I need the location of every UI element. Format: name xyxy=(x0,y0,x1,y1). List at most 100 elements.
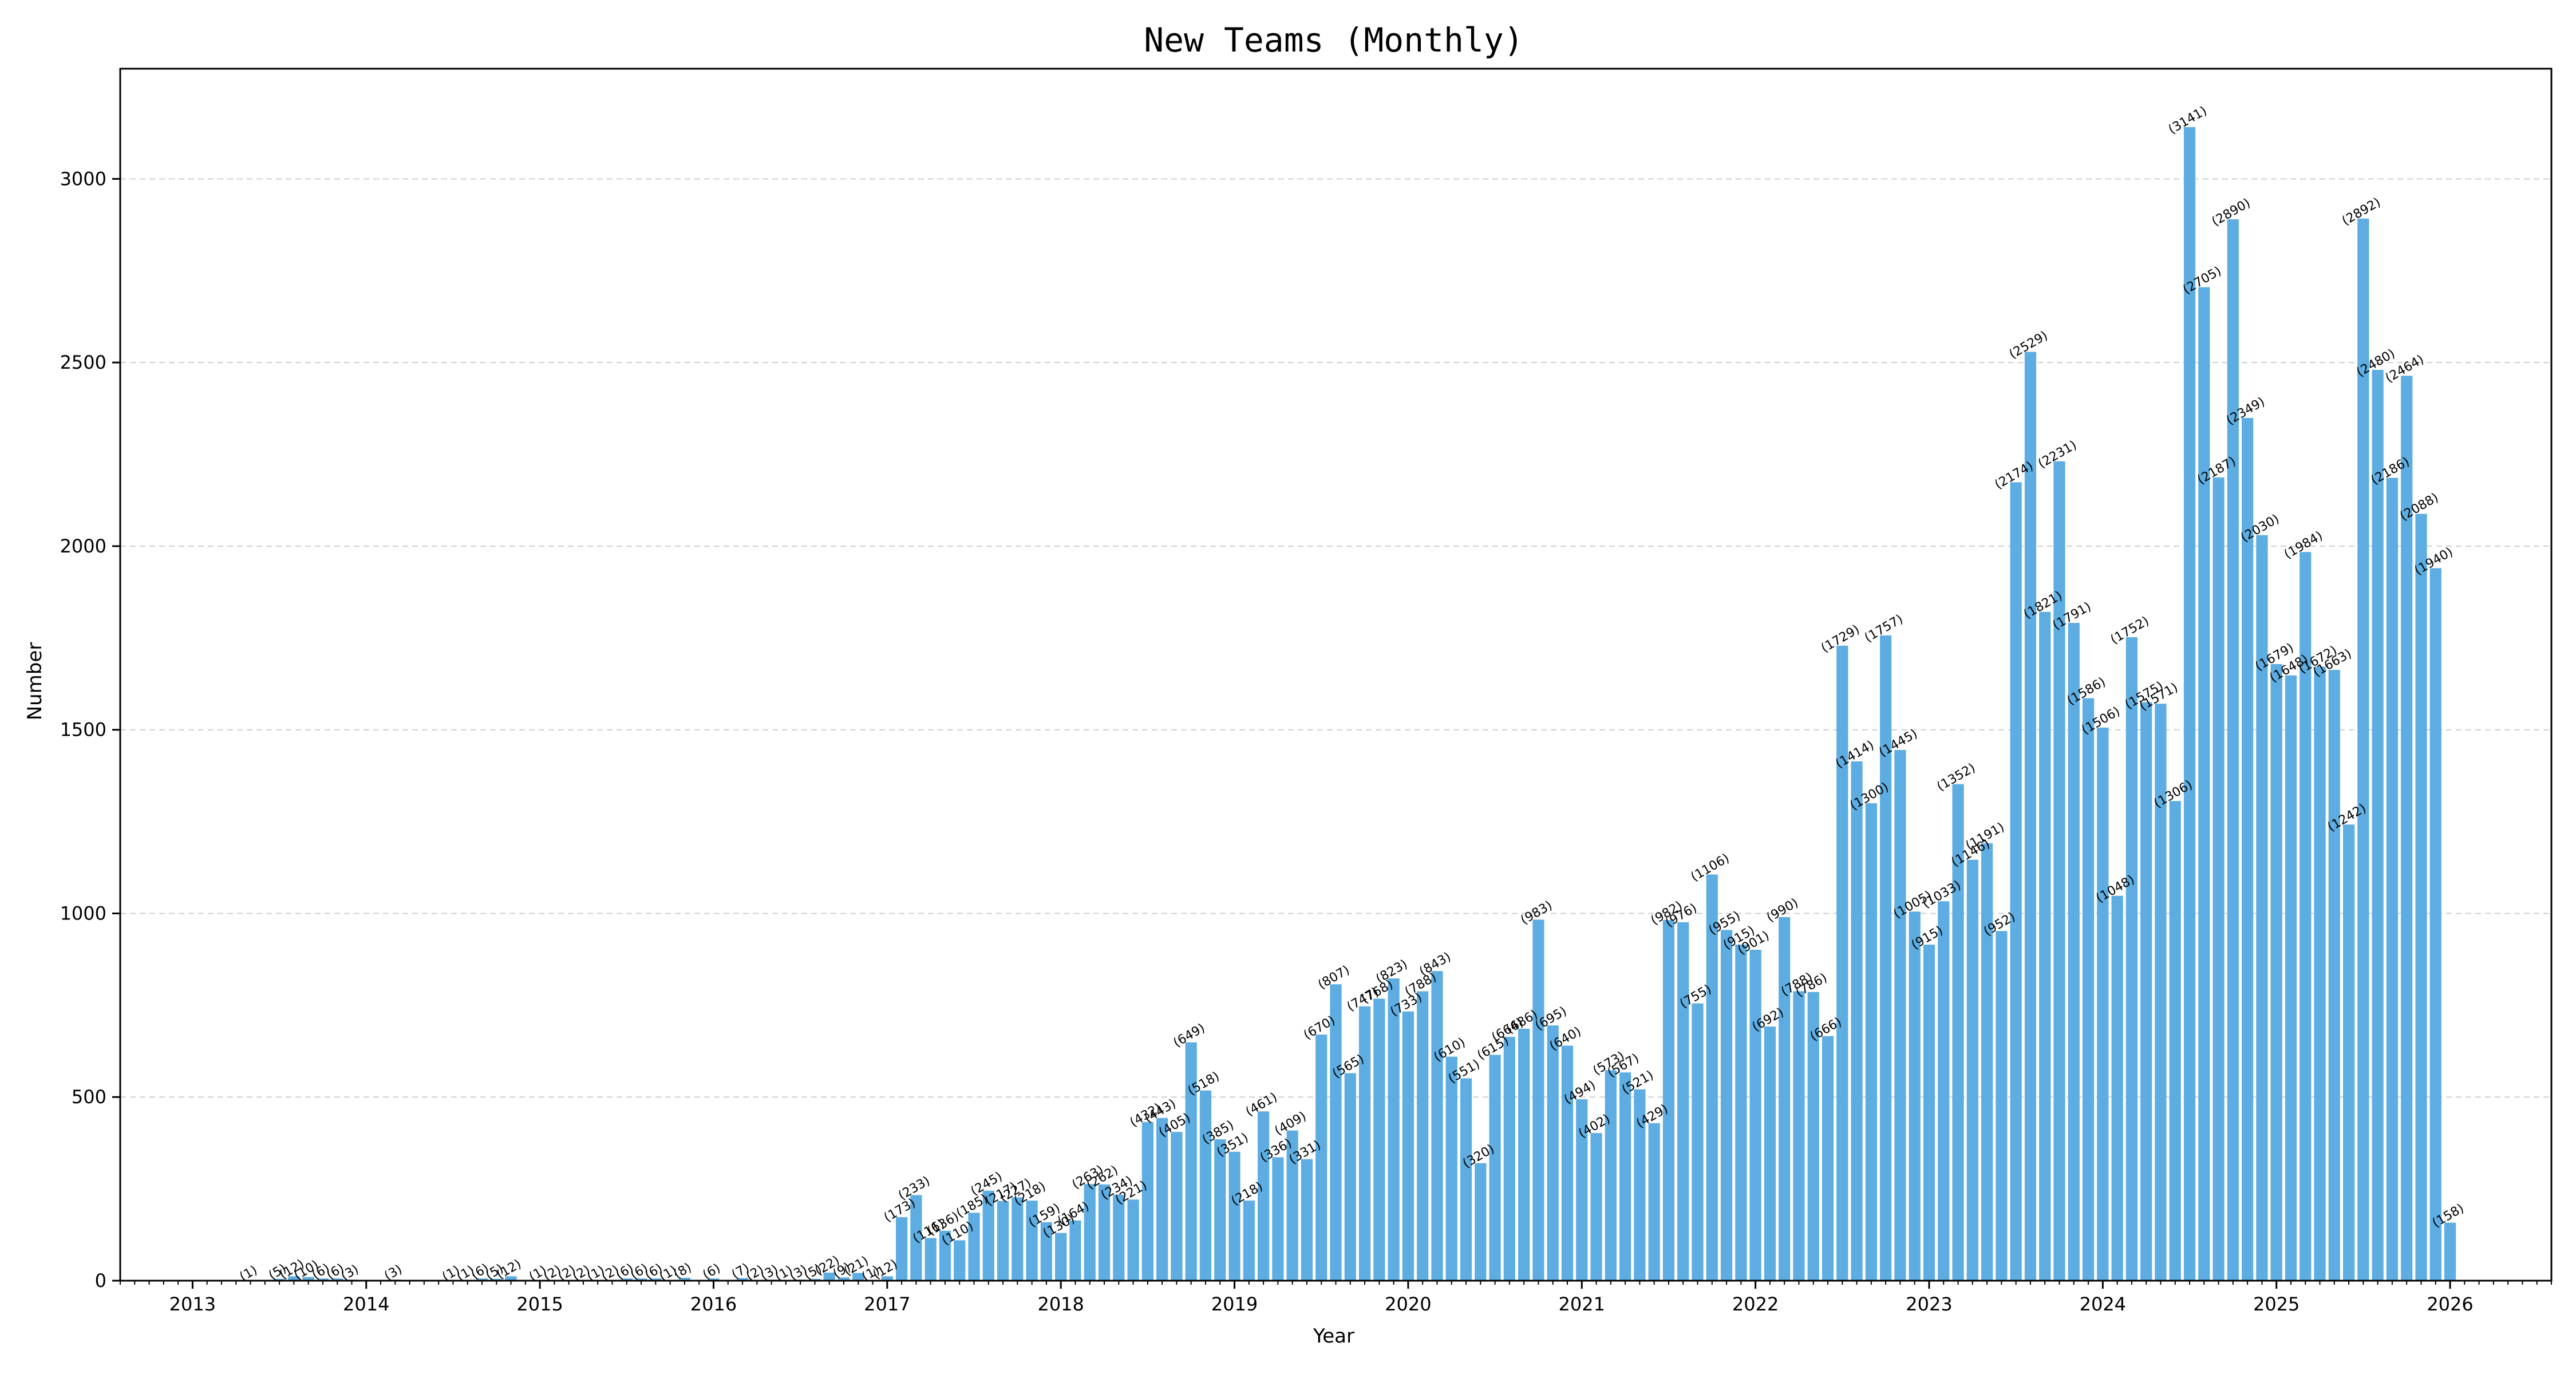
bar xyxy=(2342,824,2355,1281)
bar xyxy=(910,1195,922,1281)
bar xyxy=(939,1230,951,1281)
bar xyxy=(837,1277,850,1281)
bar xyxy=(1720,930,1733,1281)
x-axis-label: Year xyxy=(1313,1325,1354,1348)
bar xyxy=(331,1278,343,1281)
bar xyxy=(1489,1055,1501,1281)
bar xyxy=(1475,1163,1487,1281)
bar xyxy=(1836,645,1848,1281)
bar xyxy=(1199,1090,1212,1281)
bar xyxy=(476,1278,488,1281)
bar xyxy=(2068,623,2080,1281)
y-tick-label: 0 xyxy=(95,1270,106,1292)
bar xyxy=(1706,874,1718,1281)
bar xyxy=(1952,784,1964,1281)
bar xyxy=(1127,1199,1139,1281)
bar xyxy=(2082,698,2095,1281)
bar xyxy=(1272,1157,1284,1281)
bar xyxy=(2169,801,2181,1281)
bar xyxy=(736,1278,749,1281)
x-tick-label: 2013 xyxy=(169,1293,216,1315)
bar xyxy=(1648,1123,1660,1281)
bar xyxy=(1301,1159,1313,1281)
bar xyxy=(1185,1042,1197,1281)
bar xyxy=(1677,922,1689,1281)
bar xyxy=(2242,418,2254,1281)
bar xyxy=(1518,1028,1530,1281)
bar xyxy=(1344,1073,1356,1281)
bar xyxy=(1923,945,1935,1281)
bar xyxy=(2270,664,2282,1281)
bar xyxy=(2198,287,2210,1281)
x-tick-label: 2019 xyxy=(1211,1293,1258,1315)
bar xyxy=(2444,1222,2456,1281)
bar xyxy=(1098,1184,1111,1281)
bar xyxy=(635,1278,647,1281)
x-tick-label: 2023 xyxy=(1906,1293,1952,1315)
bar xyxy=(852,1273,864,1281)
bar xyxy=(1749,949,1761,1281)
bar xyxy=(1402,1011,1415,1281)
data-label: (6) xyxy=(700,1261,722,1282)
bar xyxy=(1358,1006,1371,1281)
bar xyxy=(491,1278,503,1281)
bar xyxy=(1561,1045,1574,1281)
bar xyxy=(1214,1139,1226,1281)
bar xyxy=(1735,945,1747,1281)
bar xyxy=(2140,702,2152,1281)
y-tick-label: 3000 xyxy=(60,168,106,189)
bar xyxy=(1851,761,1863,1281)
bar xyxy=(1026,1201,1038,1281)
bar xyxy=(2024,352,2037,1281)
bar xyxy=(2256,535,2268,1281)
bar xyxy=(1981,843,1993,1281)
x-tick-label: 2022 xyxy=(1732,1293,1779,1315)
bars xyxy=(244,127,2456,1281)
bar xyxy=(2053,461,2065,1281)
bar xyxy=(1113,1194,1125,1281)
bar xyxy=(1909,911,1921,1281)
bar xyxy=(1779,917,1791,1281)
bar xyxy=(302,1277,314,1281)
bar xyxy=(1793,991,1805,1281)
y-tick-label: 2500 xyxy=(60,352,106,373)
bar xyxy=(2227,219,2239,1281)
bar xyxy=(1822,1036,1834,1281)
bar xyxy=(1330,984,1342,1281)
bar xyxy=(678,1277,691,1281)
bar xyxy=(1590,1133,1602,1281)
bar xyxy=(273,1278,286,1281)
x-tick-label: 2015 xyxy=(516,1293,563,1315)
bar xyxy=(1171,1132,1183,1281)
y-axis-label: Number xyxy=(23,642,46,721)
x-tick-label: 2017 xyxy=(864,1293,910,1315)
bar xyxy=(1996,931,2008,1281)
bar xyxy=(505,1276,517,1281)
bar xyxy=(1040,1222,1053,1281)
bar xyxy=(1055,1233,1067,1281)
bar xyxy=(1807,992,1819,1281)
bar xyxy=(823,1272,835,1281)
bar xyxy=(1286,1130,1298,1281)
bar xyxy=(2357,218,2369,1281)
bar xyxy=(982,1190,994,1281)
bar xyxy=(2097,727,2109,1281)
bar xyxy=(650,1278,662,1281)
bar xyxy=(2401,376,2413,1281)
bar xyxy=(2125,637,2138,1281)
bar xyxy=(1662,920,1675,1281)
bar xyxy=(1880,635,1892,1281)
bar xyxy=(968,1213,980,1281)
bar xyxy=(2155,704,2167,1281)
bar xyxy=(1460,1078,1472,1281)
y-axis: 0 500 1000 1500 2000 2500 3000 xyxy=(60,168,120,1292)
y-tick-label: 2000 xyxy=(60,535,106,557)
x-tick-label: 2014 xyxy=(343,1293,389,1315)
x-tick-label: 2024 xyxy=(2080,1293,2126,1315)
bar xyxy=(1243,1201,1255,1281)
bar xyxy=(924,1238,937,1281)
bar xyxy=(1431,971,1443,1281)
bar xyxy=(621,1278,633,1281)
bar xyxy=(1503,1037,1515,1281)
